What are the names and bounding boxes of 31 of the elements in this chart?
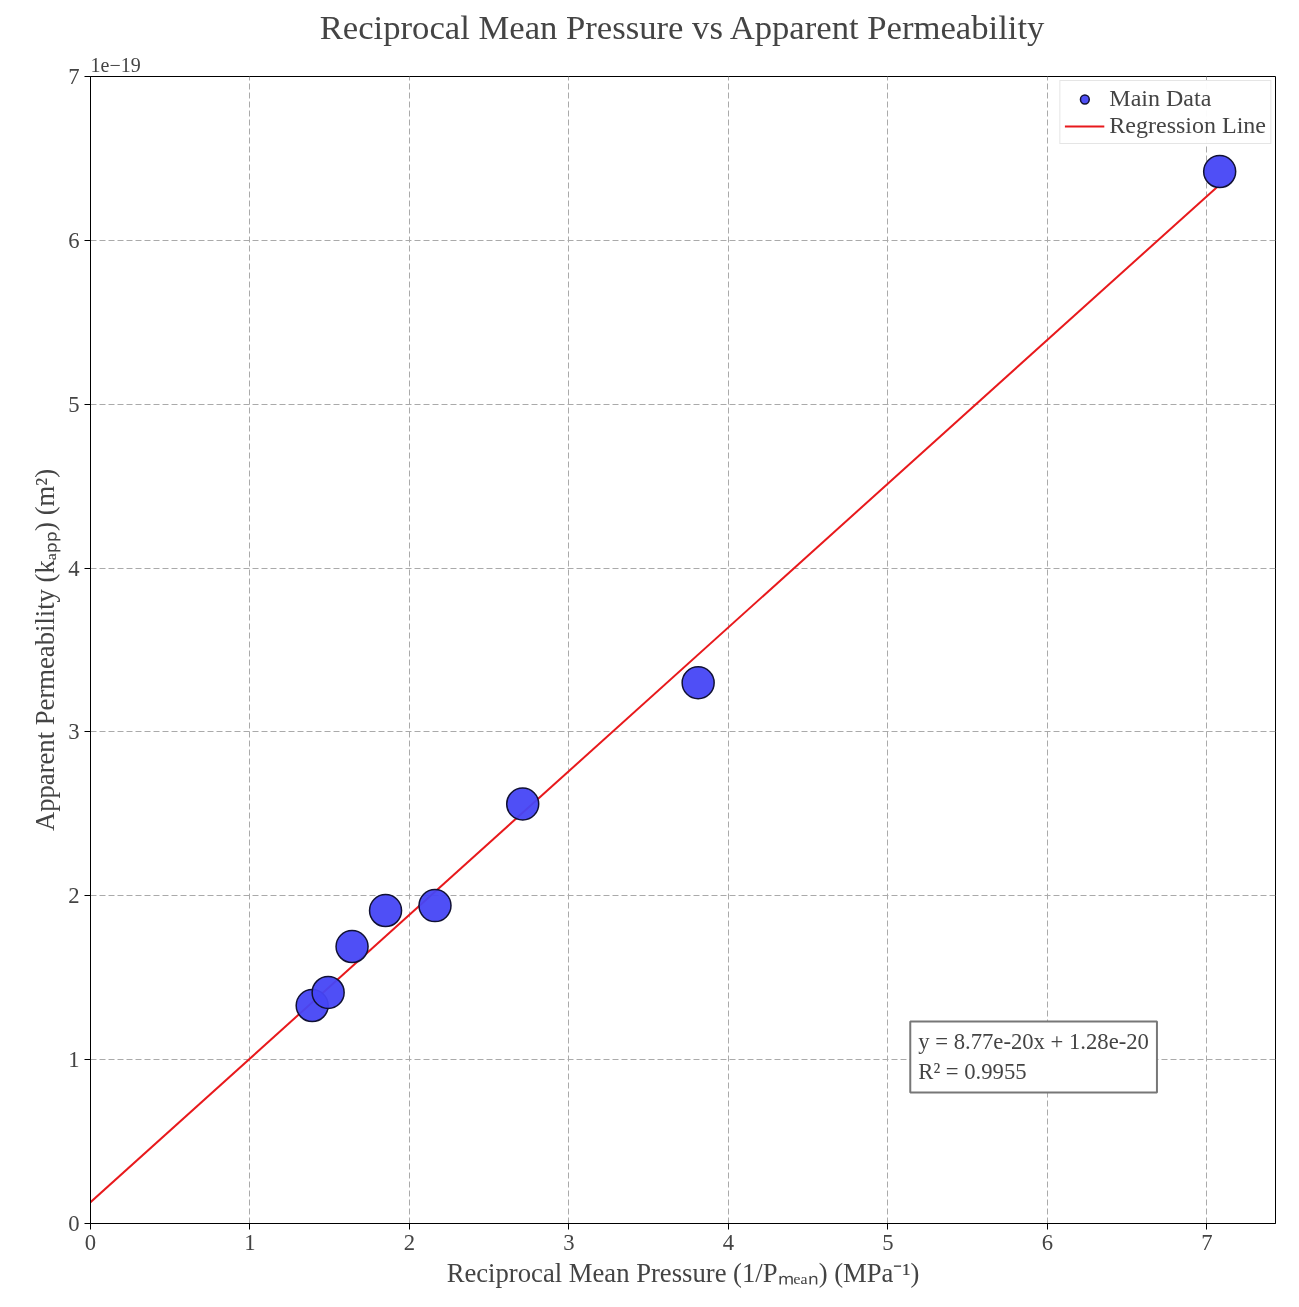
point <box>335 929 369 964</box>
x-tick-label: 5 <box>882 1229 894 1255</box>
point <box>418 888 452 923</box>
y-tick-label: 6 <box>68 227 80 253</box>
point <box>1202 154 1237 189</box>
point <box>368 893 403 928</box>
x-tick-label: 7 <box>1201 1229 1213 1255</box>
point <box>505 787 540 821</box>
chart-title: Reciprocal Mean Pressure vs Apparent Permeability <box>319 7 1046 46</box>
y-tick-label: 3 <box>68 719 80 745</box>
legend-label: Main Data <box>1109 85 1212 112</box>
x-tick-label: 6 <box>1041 1229 1054 1255</box>
x-tick-label: 1 <box>244 1229 256 1255</box>
y-tick-label: 0 <box>68 1211 80 1236</box>
y-tick-label: 2 <box>68 883 80 909</box>
x-axis-title: Reciprocal Mean Pressure (1/Pₘₑₐₙ) (MPa⁻¹) <box>446 1257 920 1288</box>
x-tick-label: 4 <box>722 1229 735 1255</box>
annotation: R² = 0.9955 <box>918 1059 1027 1085</box>
text: 1e−19 <box>90 53 141 76</box>
annotation: y = 8.77e-20x + 1.28e-20 <box>918 1029 1149 1055</box>
y-tick-label: 7 <box>68 64 80 89</box>
x-tick-label: 3 <box>563 1229 575 1255</box>
x-tick-label: 2 <box>403 1229 416 1255</box>
y-tick-label: 5 <box>68 391 80 417</box>
x-tick-label: 0 <box>84 1229 97 1255</box>
legend-label: Regression Line <box>1109 112 1266 139</box>
point <box>311 975 345 1010</box>
point <box>681 666 715 700</box>
y-axis-title: Apparent Permeability (kₐₚₚ) (m²) <box>30 468 62 832</box>
y-tick-label: 4 <box>68 555 80 581</box>
y-tick-label: 1 <box>68 1047 80 1073</box>
